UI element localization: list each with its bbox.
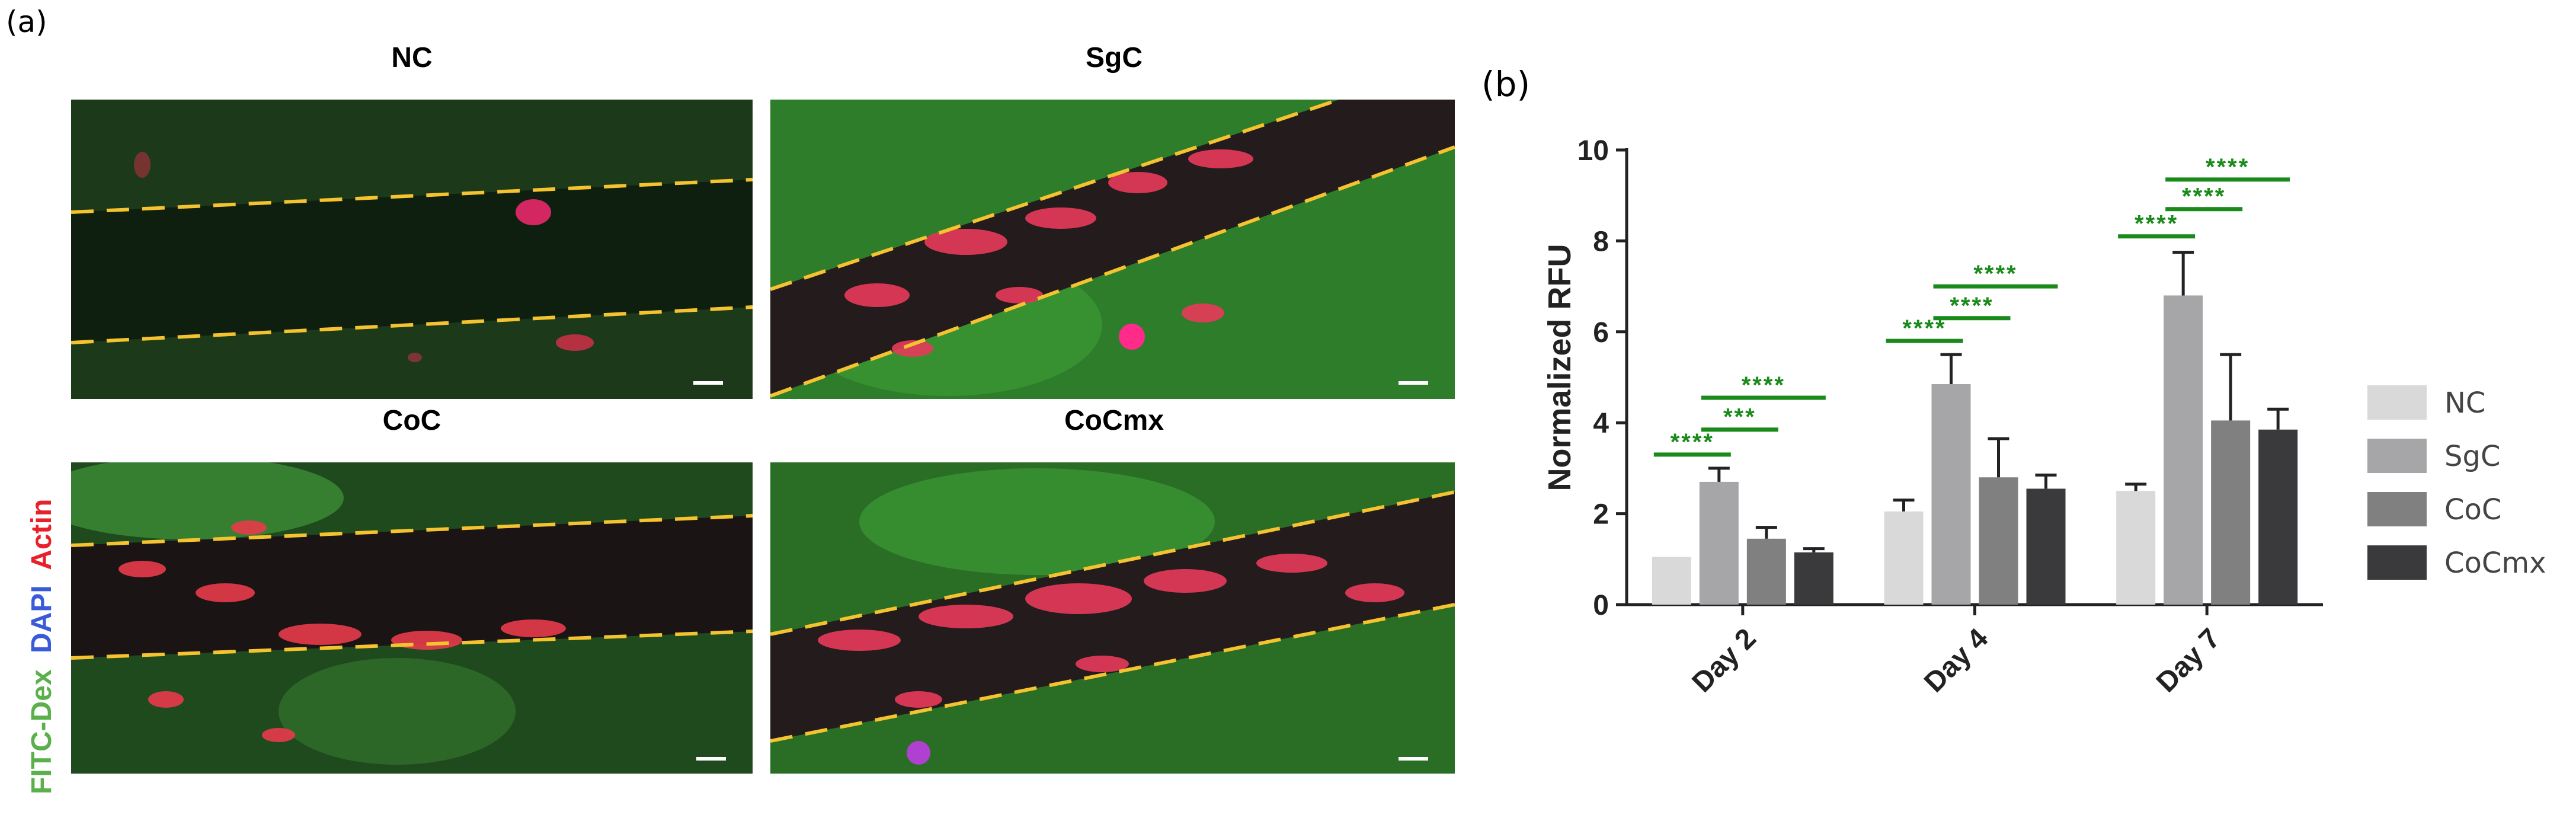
y-tick-label: 8	[1593, 226, 1609, 257]
y-tick-label: 0	[1593, 590, 1609, 621]
stain-label-dapi: DAPI	[26, 585, 57, 653]
legend-swatch-nc	[2367, 385, 2427, 420]
micrograph-title-nc: NC	[391, 42, 433, 74]
micrograph-title-sgc: SgC	[1086, 42, 1143, 74]
micrograph-coc	[71, 462, 753, 774]
legend-swatch-sgc	[2367, 439, 2427, 473]
stain-label-fitc: FITC-Dex	[26, 669, 57, 794]
panel-a-label: (a)	[6, 5, 47, 39]
bar-cocmx	[1794, 552, 1833, 605]
y-tick-label: 4	[1593, 408, 1609, 439]
significance-label: ****	[2182, 184, 2226, 210]
bar-cocmx	[2026, 488, 2066, 605]
bar-nc	[1652, 557, 1691, 605]
bar-sgc	[1931, 384, 1971, 605]
legend-label-nc: NC	[2444, 386, 2485, 420]
bar-sgc	[1699, 481, 1739, 605]
x-tick-label: Day 2	[1687, 622, 1762, 698]
y-tick-label: 6	[1593, 317, 1609, 349]
stain-label: FITC-Dex DAPI Actin	[5, 285, 64, 818]
y-tick-label: 10	[1577, 135, 1609, 167]
legend-label-sgc: SgC	[2444, 440, 2500, 473]
svg-text:FITC-Dex DAPI Acti: FITC-Dex DAPI Actin	[26, 499, 57, 794]
significance-label: ***	[1723, 404, 1756, 430]
stain-label-actin: Actin	[26, 499, 57, 570]
significance-label: ****	[1742, 372, 1785, 398]
significance-label: ****	[1973, 261, 2017, 287]
bar-sgc	[2164, 295, 2203, 605]
bar-cocmx	[2258, 429, 2298, 605]
significance-label: ****	[2135, 211, 2178, 237]
x-tick-label: Day 7	[2151, 622, 2226, 698]
significance-label: ****	[1671, 429, 1714, 455]
legend-swatch-cocmx	[2367, 545, 2427, 580]
micrograph-title-cocmx: CoCmx	[1064, 405, 1164, 436]
figure: { "figure_labels": { "panel_a": "(a)", "…	[6, 5, 2546, 794]
significance-label: ****	[1950, 293, 1993, 319]
x-tick-label: Day 4	[1918, 622, 1994, 698]
bar-coc	[1979, 477, 2018, 605]
micrograph-nc	[71, 100, 753, 399]
legend-label-cocmx: CoCmx	[2444, 547, 2546, 580]
micrograph-cocmx	[770, 462, 1455, 774]
y-axis-title: Normalized RFU	[1542, 244, 1577, 491]
bar-chart: Normalized RFU 0 2 4 6 8 10 Day 2 Day 4 Day 7 ***…	[1542, 135, 2546, 698]
legend-swatch-coc	[2367, 492, 2427, 526]
micrograph-sgc	[770, 100, 1455, 399]
bar-nc	[2116, 491, 2156, 605]
bar-coc	[1746, 538, 1786, 605]
significance-label: ****	[2206, 154, 2249, 180]
bar-nc	[1884, 511, 1924, 605]
bar-coc	[2211, 420, 2251, 605]
legend-label-coc: CoC	[2444, 493, 2501, 526]
y-tick-label: 2	[1593, 499, 1609, 531]
micrograph-title-coc: CoC	[382, 405, 441, 436]
panel-b-label: (b)	[1481, 64, 1531, 104]
